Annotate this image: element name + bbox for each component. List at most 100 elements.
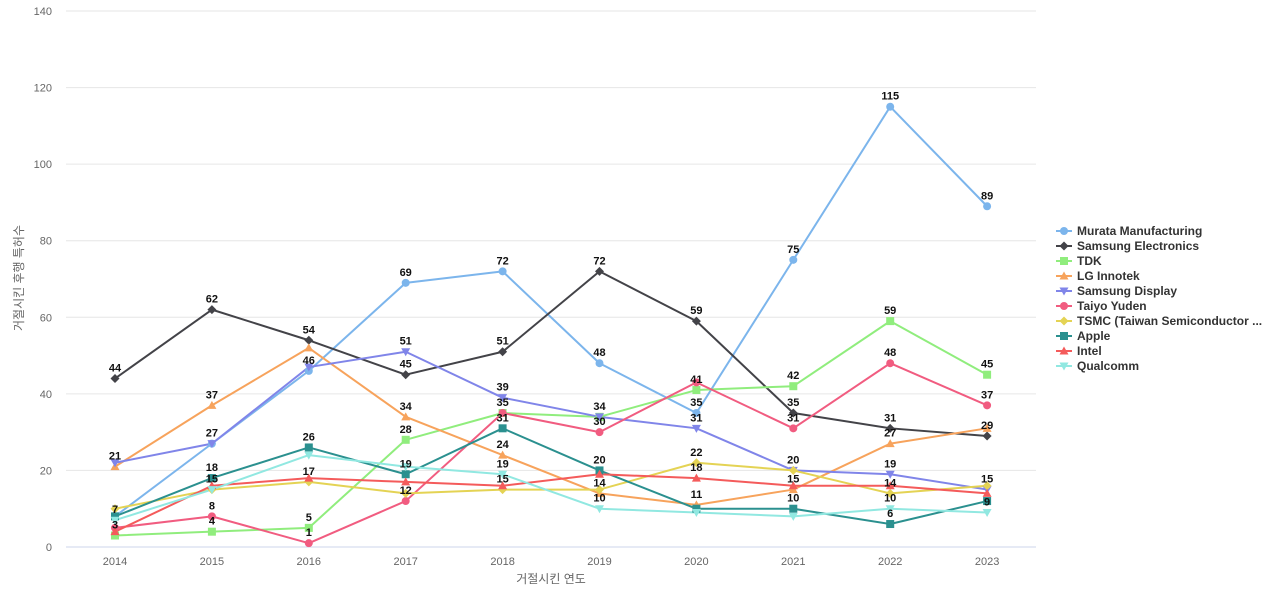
data-point-tdk[interactable] xyxy=(692,386,701,395)
data-point-qualcomm[interactable] xyxy=(788,512,798,521)
data-point-apple[interactable] xyxy=(401,470,410,479)
legend-item-taiyo-yuden[interactable]: Taiyo Yuden xyxy=(1056,299,1147,313)
data-point-samsung-display[interactable] xyxy=(498,394,508,403)
data-point-lg-innotek[interactable] xyxy=(885,439,895,448)
data-point-samsung-display[interactable] xyxy=(691,424,701,433)
data-point-intel[interactable] xyxy=(304,473,314,482)
data-point-apple[interactable] xyxy=(111,512,119,521)
legend-item-murata-manufacturing[interactable]: Murata Manufacturing xyxy=(1056,224,1202,238)
series-line-qualcomm[interactable] xyxy=(114,454,988,522)
data-point-qualcomm[interactable] xyxy=(498,470,508,479)
data-point-murata-manufacturing[interactable] xyxy=(498,267,507,276)
data-point-tdk[interactable] xyxy=(886,317,895,326)
legend-item-lg-innotek[interactable]: LG Innotek xyxy=(1056,269,1140,283)
legend-item-tdk[interactable]: TDK xyxy=(1056,254,1102,268)
legend-item-apple[interactable]: Apple xyxy=(1056,329,1111,343)
data-point-qualcomm[interactable] xyxy=(595,505,604,514)
data-point-samsung-electronics[interactable] xyxy=(595,266,604,276)
data-point-taiyo-yuden[interactable] xyxy=(595,428,604,437)
legend-item-intel[interactable]: Intel xyxy=(1056,344,1102,358)
data-point-apple[interactable] xyxy=(207,474,216,483)
data-point-murata-manufacturing[interactable] xyxy=(401,278,410,287)
data-point-intel[interactable] xyxy=(110,527,120,536)
data-point-tdk[interactable] xyxy=(401,435,410,444)
data-point-apple[interactable] xyxy=(789,504,798,513)
data-point-taiyo-yuden[interactable] xyxy=(983,401,992,410)
data-point-intel[interactable] xyxy=(401,477,411,486)
data-point-tdk[interactable] xyxy=(111,531,119,540)
data-point-samsung-electronics[interactable] xyxy=(498,347,508,357)
data-point-intel[interactable] xyxy=(595,469,604,478)
data-point-intel[interactable] xyxy=(788,481,798,490)
data-point-qualcomm[interactable] xyxy=(885,505,895,514)
data-point-lg-innotek[interactable] xyxy=(498,450,508,459)
data-point-qualcomm[interactable] xyxy=(982,509,992,518)
series-line-apple[interactable] xyxy=(114,427,988,526)
data-point-qualcomm[interactable] xyxy=(401,463,411,472)
data-point-samsung-electronics[interactable] xyxy=(788,408,798,418)
data-point-apple[interactable] xyxy=(498,424,507,433)
series-line-lg-innotek[interactable] xyxy=(114,346,988,506)
data-point-apple[interactable] xyxy=(886,520,895,529)
data-point-samsung-electronics[interactable] xyxy=(110,374,120,384)
data-point-intel[interactable] xyxy=(691,473,701,482)
data-point-tsmc-taiwan-semiconductor[interactable] xyxy=(982,481,992,491)
data-point-intel[interactable] xyxy=(982,488,992,497)
data-point-samsung-display[interactable] xyxy=(401,348,411,357)
data-point-tdk[interactable] xyxy=(304,523,313,532)
data-point-intel[interactable] xyxy=(885,481,895,490)
data-point-taiyo-yuden[interactable] xyxy=(692,378,701,387)
legend-item-samsung-electronics[interactable]: Samsung Electronics xyxy=(1056,239,1199,253)
data-point-samsung-electronics[interactable] xyxy=(304,335,314,345)
data-point-samsung-electronics[interactable] xyxy=(982,431,992,441)
data-point-samsung-electronics[interactable] xyxy=(401,370,411,380)
data-point-samsung-display[interactable] xyxy=(207,440,217,449)
data-point-samsung-display[interactable] xyxy=(885,470,895,479)
legend-item-tsmc-taiwan-semiconductor[interactable]: TSMC (Taiwan Semiconductor ... xyxy=(1056,314,1262,328)
data-point-tsmc-taiwan-semiconductor[interactable] xyxy=(691,458,701,468)
data-point-lg-innotek[interactable] xyxy=(401,412,411,421)
data-point-murata-manufacturing[interactable] xyxy=(692,409,701,417)
data-point-taiyo-yuden[interactable] xyxy=(498,409,507,417)
data-point-apple[interactable] xyxy=(304,443,313,452)
data-point-lg-innotek[interactable] xyxy=(304,343,314,352)
series-line-murata-manufacturing[interactable] xyxy=(114,105,988,518)
series-line-tdk[interactable] xyxy=(114,320,988,537)
data-point-murata-manufacturing[interactable] xyxy=(886,102,895,111)
data-point-tsmc-taiwan-semiconductor[interactable] xyxy=(401,488,411,498)
series-line-taiyo-yuden[interactable] xyxy=(114,362,988,545)
data-point-samsung-electronics[interactable] xyxy=(207,305,217,315)
data-point-tsmc-taiwan-semiconductor[interactable] xyxy=(110,504,120,514)
data-point-tdk[interactable] xyxy=(789,382,798,391)
data-point-taiyo-yuden[interactable] xyxy=(789,424,798,433)
data-point-apple[interactable] xyxy=(692,504,701,513)
data-point-tdk[interactable] xyxy=(207,527,216,536)
series-line-samsung-display[interactable] xyxy=(114,350,988,491)
data-point-samsung-electronics[interactable] xyxy=(885,423,895,433)
legend-item-qualcomm[interactable]: Qualcomm xyxy=(1056,359,1139,373)
data-point-samsung-electronics[interactable] xyxy=(691,316,701,326)
data-point-intel[interactable] xyxy=(498,481,508,490)
data-point-samsung-display[interactable] xyxy=(110,459,120,468)
data-point-murata-manufacturing[interactable] xyxy=(983,202,992,211)
data-point-lg-innotek[interactable] xyxy=(207,400,217,409)
data-point-lg-innotek[interactable] xyxy=(982,423,992,432)
data-point-tdk[interactable] xyxy=(983,370,992,379)
data-point-taiyo-yuden[interactable] xyxy=(207,512,216,521)
data-point-taiyo-yuden[interactable] xyxy=(886,359,895,368)
data-point-samsung-display[interactable] xyxy=(595,413,604,422)
data-point-tsmc-taiwan-semiconductor[interactable] xyxy=(885,488,895,498)
data-point-qualcomm[interactable] xyxy=(207,486,217,495)
series-line-samsung-electronics[interactable] xyxy=(114,270,988,437)
data-point-apple[interactable] xyxy=(983,497,992,506)
series-line-tsmc-taiwan-semiconductor[interactable] xyxy=(114,461,988,510)
data-point-qualcomm[interactable] xyxy=(110,516,120,525)
data-point-qualcomm[interactable] xyxy=(691,509,701,518)
data-point-samsung-display[interactable] xyxy=(304,363,314,372)
series-line-intel[interactable] xyxy=(114,473,988,533)
data-point-murata-manufacturing[interactable] xyxy=(595,359,604,368)
data-point-taiyo-yuden[interactable] xyxy=(304,539,313,548)
data-point-taiyo-yuden[interactable] xyxy=(401,497,410,506)
data-point-murata-manufacturing[interactable] xyxy=(789,255,798,264)
